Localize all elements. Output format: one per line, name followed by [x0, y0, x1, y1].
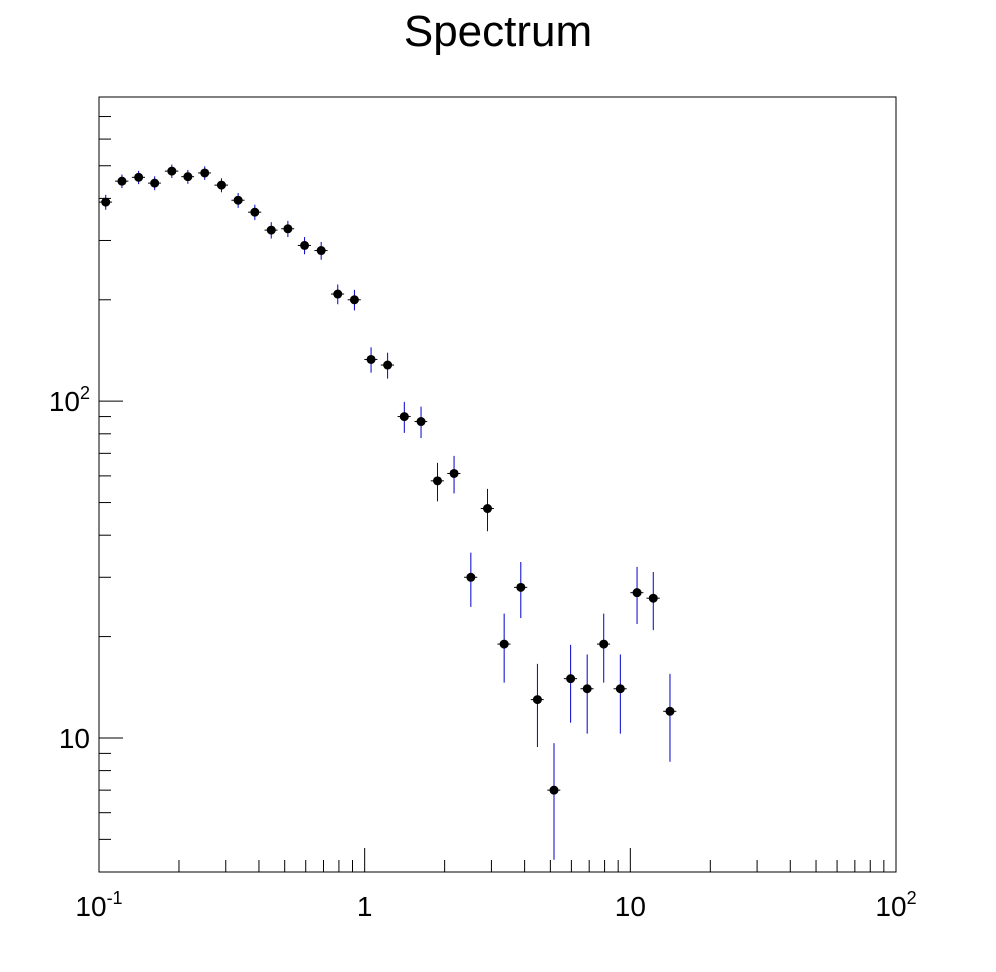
data-point [615, 684, 625, 694]
x-tick-label: 1 [357, 891, 373, 922]
data-point [516, 582, 526, 592]
plot-frame [98, 96, 897, 873]
data-point [200, 168, 210, 178]
data-point [632, 588, 642, 598]
data-point [399, 412, 409, 422]
data-point [599, 639, 609, 649]
data-markers [101, 166, 675, 795]
data-point [416, 417, 426, 427]
data-point [316, 246, 326, 256]
data-point [349, 295, 359, 305]
data-point [167, 166, 177, 176]
data-point [366, 354, 376, 364]
data-point [300, 240, 310, 250]
data-point [449, 468, 459, 478]
data-point [466, 572, 476, 582]
data-point [383, 360, 393, 370]
data-point [665, 706, 675, 716]
data-point [216, 180, 226, 190]
x-tick-label: 10 [615, 891, 646, 922]
data-point [582, 684, 592, 694]
data-point [549, 785, 559, 795]
data-point [250, 207, 260, 217]
data-point [333, 289, 343, 299]
data-point [117, 176, 127, 186]
data-point [648, 593, 658, 603]
data-point [499, 639, 509, 649]
data-point [233, 195, 243, 205]
data-point [150, 178, 160, 188]
data-point [283, 224, 293, 234]
data-point [532, 695, 542, 705]
data-point [101, 197, 111, 207]
data-point [433, 476, 443, 486]
data-point [483, 504, 493, 514]
chart-title: Spectrum [404, 7, 592, 56]
data-point [266, 225, 276, 235]
data-point [183, 172, 193, 182]
y-tick-label: 10 [59, 723, 90, 754]
data-point [134, 172, 144, 182]
data-point [566, 674, 576, 684]
